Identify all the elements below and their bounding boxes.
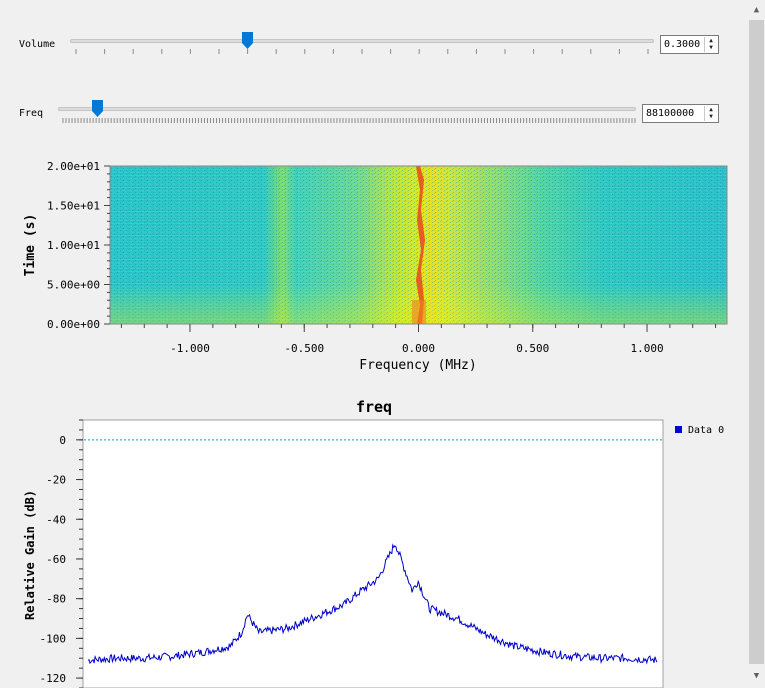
volume-up-arrow-icon[interactable]: ▲ <box>709 37 713 44</box>
legend-label[interactable]: Data 0 <box>688 425 724 436</box>
waterfall-ylabel: Time (s) <box>23 214 38 277</box>
waterfall-plot: 2.00e+01 1.50e+01 1.00e+01 5.00e+00 0.00e+00… <box>23 160 728 373</box>
spectrum-ytick-label: -100 <box>40 632 67 645</box>
waterfall-ytick-label: 2.00e+01 <box>47 160 100 173</box>
waterfall-xtick-label: 0.500 <box>516 342 549 355</box>
freq-down-arrow-icon[interactable]: ▼ <box>709 113 713 120</box>
freq-slider-handle[interactable] <box>91 100 103 117</box>
waterfall-ytick-label: 1.50e+01 <box>47 200 100 213</box>
volume-slider-handle[interactable] <box>242 32 254 49</box>
waterfall-xtick-label: 1.000 <box>630 342 663 355</box>
spectrum-ytick-label: -20 <box>46 474 66 487</box>
volume-slider-track[interactable] <box>70 39 654 43</box>
freq-spinbox[interactable]: 88100000 ▲ ▼ <box>642 104 719 123</box>
spectrum-title: freq <box>356 398 392 416</box>
freq-value[interactable]: 88100000 <box>646 108 695 119</box>
scrollbar-thumb[interactable] <box>749 20 764 664</box>
freq-label: Freq <box>19 108 44 119</box>
volume-spinbox[interactable]: 0.3000 ▲ ▼ <box>660 35 719 54</box>
vertical-scrollbar[interactable]: ▲ ▼ <box>748 0 765 688</box>
spectrum-ytick-label: -80 <box>46 593 66 606</box>
volume-slider-ticks <box>75 49 649 54</box>
spectrum-plot: freq 0 -20 -40 -60 -80 -100 -120 Relative Gain… <box>23 398 724 688</box>
volume-value[interactable]: 0.3000 <box>664 39 701 50</box>
scroll-down-icon[interactable]: ▼ <box>753 671 760 681</box>
volume-down-arrow-icon[interactable]: ▼ <box>709 44 713 51</box>
waterfall-ytick-label: 5.00e+00 <box>47 279 100 292</box>
freq-slider-track[interactable] <box>58 107 636 111</box>
spectrum-ylabel: Relative Gain (dB) <box>23 490 37 620</box>
waterfall-xlabel: Frequency (MHz) <box>359 358 476 373</box>
waterfall-xtick-label: -0.500 <box>284 342 324 355</box>
waterfall-xtick-label: 0.000 <box>402 342 435 355</box>
waterfall-y-axis: 2.00e+01 1.50e+01 1.00e+01 5.00e+00 0.00e+00 <box>47 160 110 331</box>
scroll-up-icon[interactable]: ▲ <box>753 5 760 15</box>
spectrum-y-axis: 0 -20 -40 -60 -80 -100 -120 <box>40 419 83 688</box>
spectrum-ytick-label: -60 <box>46 553 66 566</box>
waterfall-xtick-label: -1.000 <box>170 342 210 355</box>
waterfall-ytick-label: 0.00e+00 <box>47 318 100 331</box>
volume-label: Volume <box>19 39 56 50</box>
waterfall-x-axis: -1.000 -0.500 0.000 0.500 1.000 <box>120 324 717 355</box>
spectrum-canvas <box>82 419 664 688</box>
freq-up-arrow-icon[interactable]: ▲ <box>709 106 713 113</box>
spectrum-ytick-label: 0 <box>59 434 66 447</box>
waterfall-image <box>110 166 727 324</box>
spectrum-ytick-label: -40 <box>46 513 66 526</box>
freq-slider-ticks <box>62 118 636 123</box>
waterfall-ytick-label: 1.00e+01 <box>47 239 100 252</box>
spectrum-curve <box>87 543 658 665</box>
spectrum-ytick-label: -120 <box>40 672 67 685</box>
legend-swatch <box>675 426 682 433</box>
